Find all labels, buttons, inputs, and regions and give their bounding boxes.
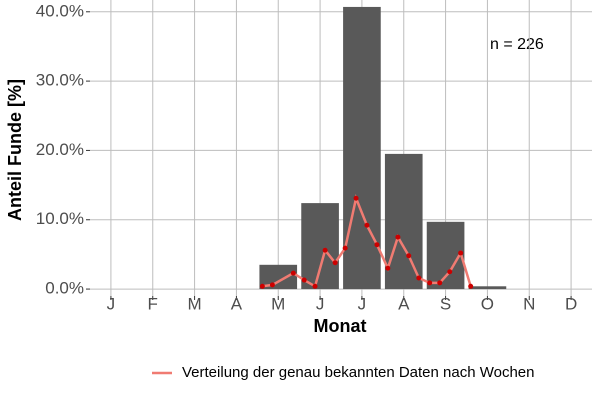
y-tick-label: 0.0%: [45, 279, 84, 298]
bar: [384, 153, 423, 290]
line-point: [395, 234, 401, 240]
bar: [468, 286, 507, 290]
line-point: [301, 277, 307, 283]
legend-label: Verteilung der genau bekannten Daten nac…: [182, 364, 535, 381]
bar: [301, 203, 339, 290]
x-tick-label: A: [231, 294, 243, 313]
line-point: [458, 250, 464, 256]
y-axis-title: Anteil Funde [%]: [5, 79, 25, 221]
y-tick-label: 40.0%: [36, 1, 84, 20]
x-tick-label: F: [148, 294, 158, 313]
y-tick-label: 10.0%: [36, 209, 84, 228]
x-tick-label: J: [316, 294, 325, 313]
x-tick-label: N: [523, 294, 535, 313]
line-point: [385, 265, 391, 271]
y-tick-label: 30.0%: [36, 71, 84, 90]
x-tick-label: J: [358, 294, 367, 313]
line-point: [332, 260, 338, 266]
line-point: [364, 222, 370, 228]
x-axis-title: Monat: [314, 316, 367, 336]
x-tick-label: M: [187, 294, 201, 313]
line-point: [269, 282, 275, 288]
line-point: [312, 283, 318, 289]
x-tick-label: M: [271, 294, 285, 313]
line-point: [447, 269, 453, 275]
line-point: [353, 195, 359, 201]
line-point: [259, 283, 265, 289]
line-point: [342, 245, 348, 251]
line-point: [437, 280, 443, 286]
line-point: [427, 280, 433, 286]
line-point: [290, 270, 296, 276]
line-point: [416, 275, 422, 281]
x-tick-label: D: [565, 294, 577, 313]
line-point: [406, 253, 412, 259]
x-tick-label: A: [398, 294, 410, 313]
x-tick-label: O: [481, 294, 494, 313]
x-tick-label: S: [440, 294, 451, 313]
annotation: n = 226: [490, 36, 544, 53]
y-tick-label: 20.0%: [36, 140, 84, 159]
line-point: [322, 247, 328, 253]
x-tick-label: J: [107, 294, 116, 313]
bar: [343, 6, 381, 290]
line-point: [468, 283, 474, 289]
line-point: [374, 242, 380, 248]
